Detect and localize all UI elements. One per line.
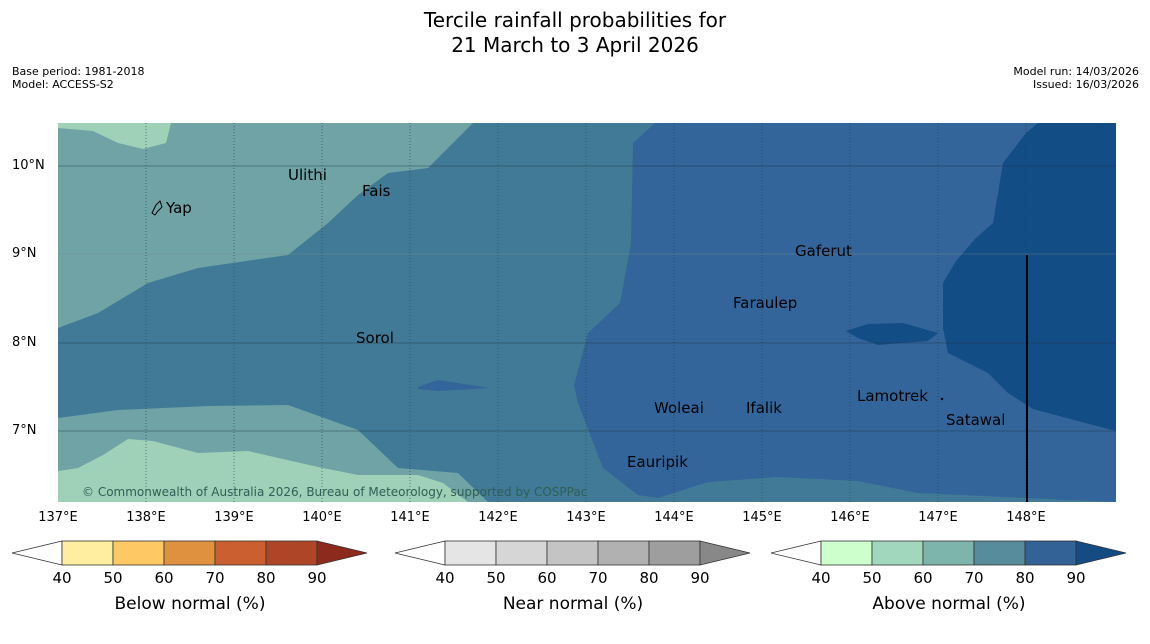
colorbar-below: [11, 540, 368, 566]
place-label-ifalik: Ifalik: [746, 399, 782, 417]
yap-island: [151, 200, 163, 216]
zone-80-90: [574, 123, 1116, 502]
cbar-above-60-70: [922, 540, 975, 566]
place-label-satawal: Satawal: [946, 411, 1006, 429]
place-label-sorol: Sorol: [356, 329, 394, 347]
lat-label-9: 9°N: [12, 246, 37, 261]
meta-left: Base period: 1981-2018 Model: ACCESS-S2: [12, 65, 144, 91]
cbar-above-tick-90: 90: [1066, 569, 1086, 587]
lon-label-145: 145°E: [742, 510, 782, 525]
title-line-2: 21 March to 3 April 2026: [451, 33, 699, 57]
zone-50-60-north: [58, 123, 171, 149]
lon-label-141: 141°E: [390, 510, 430, 525]
cbar-near-70-80: [597, 540, 650, 566]
colorbar-above-label: Above normal (%): [872, 594, 1026, 614]
place-label-yap: Yap: [166, 199, 192, 217]
lon-label-137: 137°E: [38, 510, 78, 525]
cbar-near-80-90: [648, 540, 701, 566]
lon-label-140: 140°E: [302, 510, 342, 525]
cbar-above-tick-40: 40: [811, 569, 831, 587]
cbar-above-tick-70: 70: [964, 569, 984, 587]
place-label-faraulep: Faraulep: [733, 294, 798, 312]
lat-label-7: 7°N: [12, 423, 37, 438]
cbar-below-high: [316, 540, 368, 566]
cbar-near-high: [699, 540, 751, 566]
title-line-1: Tercile rainfall probabilities for: [423, 8, 727, 32]
lon-label-138: 138°E: [126, 510, 166, 525]
lon-label-144: 144°E: [654, 510, 694, 525]
cbar-near-tick-60: 60: [537, 569, 557, 587]
lon-label-142: 142°E: [478, 510, 518, 525]
cbar-above-tick-80: 80: [1015, 569, 1035, 587]
lon-label-146: 146°E: [830, 510, 870, 525]
cbar-near-40-50: [444, 540, 497, 566]
cbar-above-low: [770, 540, 822, 566]
map-title: Tercile rainfall probabilities for 21 Ma…: [0, 8, 1150, 58]
map-area: [58, 123, 1116, 502]
graticule: [145, 123, 1027, 502]
place-label-fais: Fais: [362, 182, 391, 200]
place-label-woleai: Woleai: [654, 399, 704, 417]
issued-date: Issued: 16/03/2026: [1032, 78, 1139, 91]
cbar-above-40-50: [820, 540, 873, 566]
cbar-below-tick-70: 70: [205, 569, 225, 587]
latitude-lines: [58, 165, 1116, 432]
cbar-below-50-60: [112, 540, 165, 566]
lon-label-147: 147°E: [918, 510, 958, 525]
model-name: Model: ACCESS-S2: [12, 78, 114, 91]
cbar-below-low: [11, 540, 63, 566]
cbar-below-tick-80: 80: [256, 569, 276, 587]
colorbar-above: [770, 540, 1127, 566]
cbar-below-tick-40: 40: [52, 569, 72, 587]
cbar-above-tick-50: 50: [862, 569, 882, 587]
place-label-lamotrek: Lamotrek: [857, 387, 928, 405]
place-label-gaferut: Gaferut: [795, 242, 852, 260]
cbar-below-tick-50: 50: [103, 569, 123, 587]
island-dot: [940, 397, 944, 401]
cbar-below-80-90: [265, 540, 318, 566]
colorbar-below-label: Below normal (%): [114, 594, 266, 614]
place-label-ulithi: Ulithi: [288, 166, 327, 184]
cbar-below-tick-90: 90: [307, 569, 327, 587]
cbar-above-50-60: [871, 540, 924, 566]
cbar-above-high: [1075, 540, 1127, 566]
zone-90-plus-east: [943, 123, 1116, 431]
cbar-near-tick-50: 50: [486, 569, 506, 587]
cbar-below-70-80: [214, 540, 267, 566]
cbar-near-tick-90: 90: [690, 569, 710, 587]
cbar-near-tick-80: 80: [639, 569, 659, 587]
zone-90-plus-patch: [846, 323, 938, 345]
cbar-above-80-90: [1024, 540, 1077, 566]
cbar-below-60-70: [163, 540, 216, 566]
lat-label-10: 10°N: [12, 158, 45, 173]
lon-label-148: 148°E: [1006, 510, 1046, 525]
lat-label-8: 8°N: [12, 335, 37, 350]
cbar-below-tick-60: 60: [154, 569, 174, 587]
copyright-notice: © Commonwealth of Australia 2026, Bureau…: [82, 485, 588, 499]
zone-50-60-south: [58, 439, 468, 502]
cbar-below-40-50: [61, 540, 114, 566]
cbar-near-50-60: [495, 540, 548, 566]
cbar-near-60-70: [546, 540, 599, 566]
base-period: Base period: 1981-2018: [12, 65, 145, 78]
cbar-near-tick-40: 40: [435, 569, 455, 587]
colorbar-near-label: Near normal (%): [502, 594, 644, 614]
cbar-near-tick-70: 70: [588, 569, 608, 587]
meta-right: Model run: 14/03/2026 Issued: 16/03/2026: [1013, 65, 1139, 91]
cbar-above-70-80: [973, 540, 1026, 566]
cbar-above-tick-60: 60: [913, 569, 933, 587]
lon-label-143: 143°E: [566, 510, 606, 525]
zone-80-90-patch: [418, 380, 490, 391]
colorbar-near: [394, 540, 751, 566]
place-label-eauripik: Eauripik: [627, 453, 688, 471]
lon-label-139: 139°E: [214, 510, 254, 525]
cbar-near-low: [394, 540, 446, 566]
model-run: Model run: 14/03/2026: [1013, 65, 1139, 78]
rainfall-map: [58, 123, 1116, 502]
